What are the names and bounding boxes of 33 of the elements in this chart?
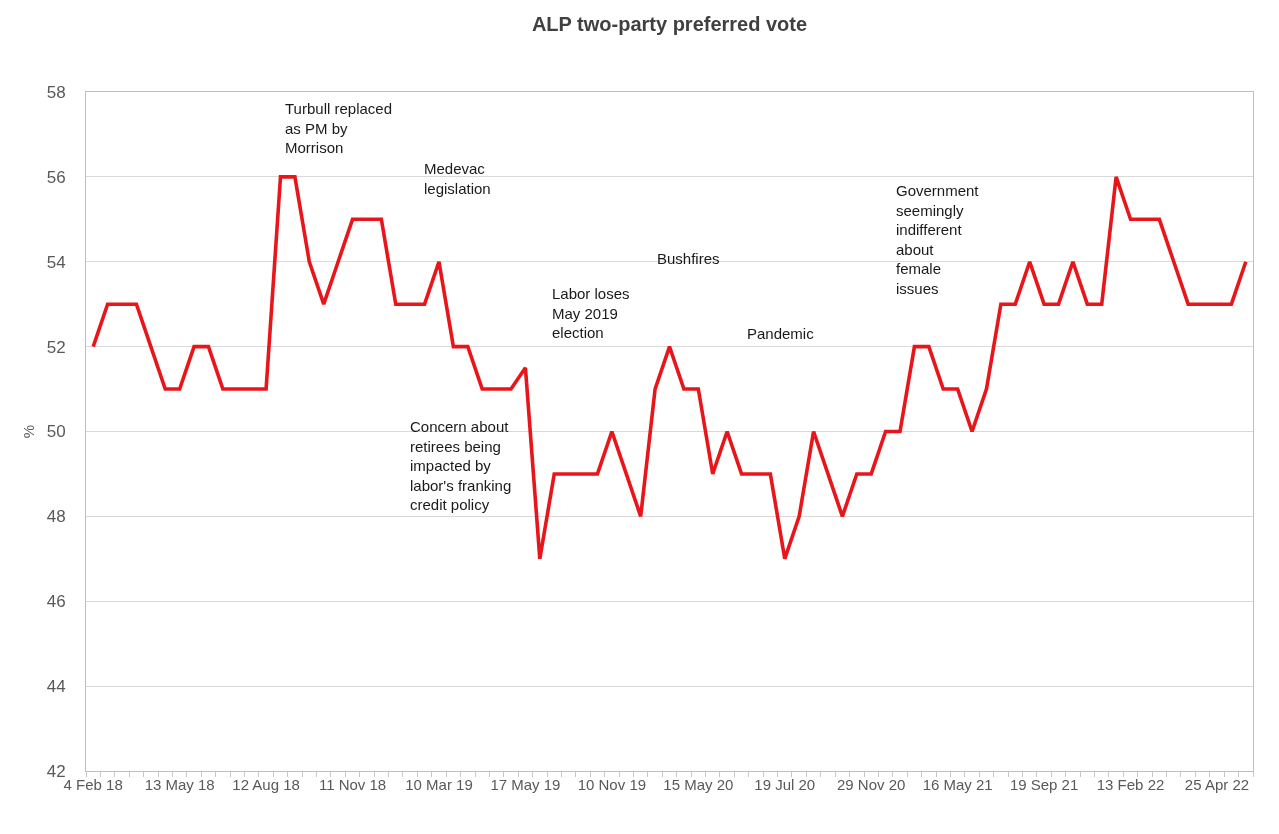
chart-title: ALP two-party preferred vote — [531, 13, 808, 35]
y-tick-label: 48 — [46, 507, 66, 527]
annotation: Bushfires — [657, 250, 720, 267]
x-tick-label: 19 Sep 21 — [1009, 776, 1079, 793]
x-tick-label: 11 Nov 18 — [318, 776, 387, 793]
annotation: Concern about retirees being impacted by labor's franking credit policy — [410, 418, 512, 513]
y-tick-label: 52 — [46, 337, 66, 357]
y-tick-label: 56 — [46, 167, 66, 187]
y-axis-title: % — [19, 424, 37, 439]
annotation: Pandemic — [747, 325, 815, 342]
x-tick-label: 12 Aug 18 — [232, 776, 300, 793]
x-tick-label: 4 Feb 18 — [63, 776, 123, 793]
x-tick-label: 17 May 19 — [490, 776, 561, 793]
y-tick-label: 50 — [46, 422, 66, 442]
y-tick-label: 42 — [46, 761, 66, 781]
x-tick-label: 10 Mar 19 — [405, 776, 473, 793]
x-tick-label: 10 Nov 19 — [577, 776, 647, 793]
x-tick-label: 25 Apr 22 — [1184, 776, 1250, 793]
x-tick-label: 16 May 21 — [922, 776, 993, 793]
y-tick-label: 44 — [46, 677, 66, 697]
annotation: Medevac legislation — [424, 160, 491, 197]
y-tick-label: 54 — [46, 252, 66, 272]
annotation: Labor loses May 2019 election — [552, 285, 630, 341]
line-series — [91, 175, 1248, 561]
annotation: Turbull replaced as PM by Morrison — [285, 100, 392, 156]
x-tick-label: 19 Jul 20 — [754, 776, 816, 793]
annotation: Government seemingly indifferent about female issues — [896, 182, 980, 297]
y-tick-label: 46 — [46, 592, 66, 612]
x-tick-label: 13 Feb 22 — [1096, 776, 1165, 793]
y-tick-label: 58 — [46, 82, 66, 102]
x-tick-label: 13 May 18 — [144, 776, 215, 793]
x-tick-label: 29 Nov 20 — [837, 776, 906, 793]
x-tick-label: 15 May 20 — [663, 776, 734, 793]
